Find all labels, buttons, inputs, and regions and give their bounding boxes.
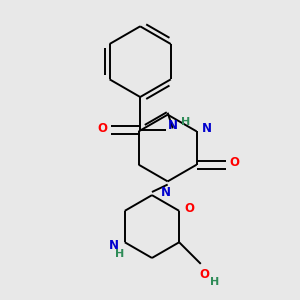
Text: O: O <box>230 156 240 169</box>
Text: N: N <box>109 239 119 252</box>
Text: N: N <box>168 119 178 132</box>
Text: H: H <box>210 277 219 286</box>
Text: O: O <box>97 122 107 135</box>
Text: N: N <box>201 122 212 135</box>
Text: O: O <box>184 202 194 215</box>
Text: H: H <box>181 117 190 127</box>
Text: O: O <box>200 268 210 281</box>
Text: H: H <box>116 249 125 259</box>
Text: N: N <box>161 186 171 199</box>
